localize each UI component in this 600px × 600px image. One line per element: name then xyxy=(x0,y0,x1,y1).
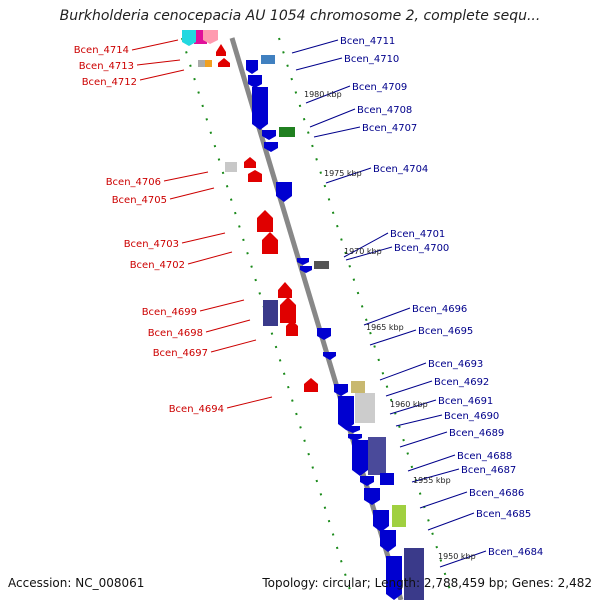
gene-label[interactable]: Bcen_4700 xyxy=(394,243,449,254)
gene-forward[interactable] xyxy=(248,170,262,182)
gene-reverse[interactable] xyxy=(368,437,386,475)
gene-forward[interactable] xyxy=(262,232,278,254)
map-title: Burkholderia cenocepacia AU 1054 chromos… xyxy=(59,8,541,24)
gene-reverse[interactable] xyxy=(392,505,406,527)
scale-mark: 1975 kbp xyxy=(324,169,362,178)
gene-label[interactable]: Bcen_4714 xyxy=(74,45,129,56)
forward-leader-lines xyxy=(131,39,273,409)
gene-label[interactable]: Bcen_4707 xyxy=(362,123,417,134)
gene-label[interactable]: Bcen_4705 xyxy=(112,195,167,206)
gene-label[interactable]: Bcen_4684 xyxy=(488,547,543,558)
gene-label[interactable]: Bcen_4704 xyxy=(373,164,428,175)
gene-label[interactable]: Bcen_4697 xyxy=(153,348,208,359)
gene-reverse[interactable] xyxy=(246,60,258,74)
gene-reverse[interactable] xyxy=(300,266,312,273)
gene-label[interactable]: Bcen_4687 xyxy=(461,465,516,476)
gene-reverse[interactable] xyxy=(380,530,396,552)
gene-reverse[interactable] xyxy=(380,473,394,485)
gene-label[interactable]: Bcen_4713 xyxy=(79,61,134,72)
gene-label[interactable]: Bcen_4711 xyxy=(340,36,395,47)
gene-reverse[interactable] xyxy=(404,548,424,600)
gene-reverse[interactable] xyxy=(297,258,309,265)
gene-forward[interactable] xyxy=(205,60,212,67)
gene-forward[interactable] xyxy=(218,58,230,67)
gene-reverse[interactable] xyxy=(334,384,348,396)
gene-label[interactable]: Bcen_4685 xyxy=(476,509,531,520)
gene-forward[interactable] xyxy=(263,300,278,326)
gene-reverse[interactable] xyxy=(314,261,329,269)
gene-label[interactable]: Bcen_4691 xyxy=(438,396,493,407)
gene-label[interactable]: Bcen_4703 xyxy=(124,239,179,250)
gene-label[interactable]: Bcen_4690 xyxy=(444,411,499,422)
gene-forward[interactable] xyxy=(216,44,226,56)
gene-reverse[interactable] xyxy=(348,434,362,441)
gene-label[interactable]: Bcen_4708 xyxy=(357,105,412,116)
reverse-genes xyxy=(246,55,424,600)
gene-label[interactable]: Bcen_4702 xyxy=(130,260,185,271)
chromosome-axis xyxy=(229,37,404,600)
gene-label[interactable]: Bcen_4698 xyxy=(148,328,203,339)
gene-reverse[interactable] xyxy=(346,426,360,433)
gene-reverse[interactable] xyxy=(276,182,292,202)
scale-mark: 1950 kbp xyxy=(438,552,476,561)
accession-text: Accession: NC_008061 xyxy=(8,576,145,590)
gene-label[interactable]: Bcen_4694 xyxy=(169,404,224,415)
gene-forward[interactable] xyxy=(278,282,292,298)
scale-mark: 1960 kbp xyxy=(390,400,428,409)
gene-label[interactable]: Bcen_4701 xyxy=(390,229,445,240)
gene-label[interactable]: Bcen_4692 xyxy=(434,377,489,388)
gene-reverse[interactable] xyxy=(323,352,336,360)
gene-reverse[interactable] xyxy=(373,510,389,532)
gene-reverse[interactable] xyxy=(261,55,275,64)
gene-reverse[interactable] xyxy=(264,142,278,152)
forward-gene-labels: Bcen_4714 Bcen_4713 Bcen_4712 Bcen_4706 … xyxy=(74,45,224,415)
gene-label[interactable]: Bcen_4693 xyxy=(428,359,483,370)
gene-reverse[interactable] xyxy=(262,130,276,140)
gene-label[interactable]: Bcen_4709 xyxy=(352,82,407,93)
scale-mark: 1965 kbp xyxy=(366,323,404,332)
gene-reverse[interactable] xyxy=(317,328,331,340)
gene-forward[interactable] xyxy=(182,30,196,46)
gene-reverse[interactable] xyxy=(279,127,295,137)
gene-reverse[interactable] xyxy=(338,396,354,430)
gene-reverse[interactable] xyxy=(386,556,402,600)
gene-reverse[interactable] xyxy=(364,488,380,505)
gene-label[interactable]: Bcen_4699 xyxy=(142,307,197,318)
gene-forward[interactable] xyxy=(304,378,318,392)
reverse-leader-lines xyxy=(291,39,487,568)
scale-marks: 1980 kbp 1975 kbp 1970 kbp 1965 kbp 1960… xyxy=(304,90,476,561)
gene-reverse[interactable] xyxy=(252,87,268,130)
scale-mark: 1955 kbp xyxy=(413,476,451,485)
summary-text: Topology: circular; Length: 2,788,459 bp… xyxy=(262,576,592,590)
gene-forward[interactable] xyxy=(280,297,296,323)
gene-forward[interactable] xyxy=(286,320,298,336)
gene-label[interactable]: Bcen_4710 xyxy=(344,54,399,65)
scale-mark: 1980 kbp xyxy=(304,90,342,99)
gene-label[interactable]: Bcen_4706 xyxy=(106,177,161,188)
gene-reverse[interactable] xyxy=(248,75,262,88)
gene-reverse[interactable] xyxy=(351,381,365,393)
gene-reverse[interactable] xyxy=(352,440,368,476)
gene-label[interactable]: Bcen_4696 xyxy=(412,304,467,315)
gene-forward[interactable] xyxy=(257,210,273,232)
gene-label[interactable]: Bcen_4688 xyxy=(457,451,512,462)
gene-forward[interactable] xyxy=(225,162,237,172)
gene-label[interactable]: Bcen_4686 xyxy=(469,488,524,499)
gene-label[interactable]: Bcen_4695 xyxy=(418,326,473,337)
gene-label[interactable]: Bcen_4689 xyxy=(449,428,504,439)
gene-forward[interactable] xyxy=(203,30,218,44)
gene-label[interactable]: Bcen_4712 xyxy=(82,77,137,88)
scale-mark: 1970 kbp xyxy=(344,247,382,256)
gene-forward[interactable] xyxy=(244,157,256,168)
gene-reverse[interactable] xyxy=(360,476,374,486)
reverse-gene-labels: Bcen_4711 Bcen_4710 Bcen_4709 Bcen_4708 … xyxy=(340,36,543,558)
gene-reverse[interactable] xyxy=(355,393,375,423)
forward-genes xyxy=(182,30,318,392)
gene-forward[interactable] xyxy=(198,60,206,67)
